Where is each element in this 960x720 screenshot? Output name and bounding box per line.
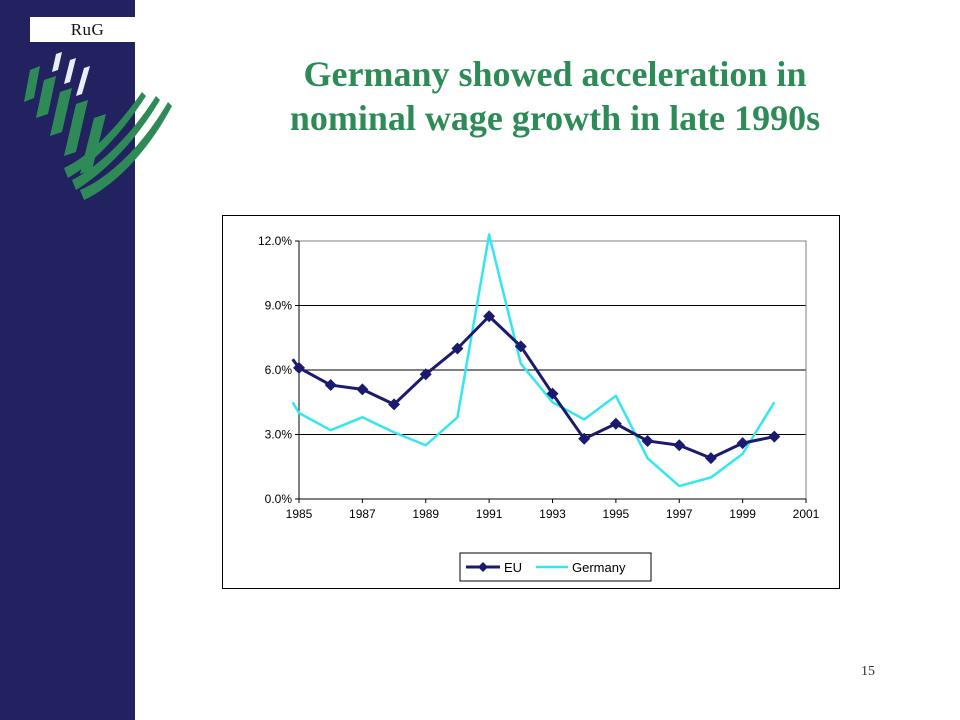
data-point-eu [388,398,401,411]
x-tick-label: 1985 [286,507,313,521]
data-point-eu [514,340,527,353]
data-point-eu [356,383,369,396]
title-line-1: Germany showed acceleration in [303,54,807,94]
data-point-eu [293,361,305,374]
y-tick-label: 3.0% [265,428,293,442]
legend-marker-eu [478,562,488,572]
wheat-leaf-icon [24,52,172,200]
data-point-eu [546,387,559,400]
legend-label-eu: EU [504,560,522,575]
data-point-eu [641,434,654,447]
x-tick-label: 1993 [539,507,566,521]
chart-frame: 0.0% 3.0% 6.0% 9.0% 12.0% 1985 1987 1989 1991 199… [222,215,840,589]
data-point-eu [673,439,686,452]
legend-label-germany: Germany [572,560,626,575]
y-tick-label: 12.0% [258,234,292,248]
slide-title: Germany showed acceleration in nominal w… [180,52,930,140]
data-point-eu [768,430,781,443]
data-point-eu [419,368,432,381]
sidebar [0,0,135,720]
x-tick-label: 1991 [476,507,503,521]
x-tick-label: 2001 [793,507,820,521]
data-point-eu [483,310,496,323]
page-number: 15 [861,664,875,679]
data-point-eu [736,437,749,450]
y-tick-label: 6.0% [265,363,293,377]
x-tick-label: 1989 [412,507,439,521]
x-tick-label: 1995 [603,507,630,521]
data-point-eu [609,417,622,430]
x-tick-label: 1987 [349,507,376,521]
title-line-2: nominal wage growth in late 1990s [289,98,821,138]
data-point-eu [451,342,464,355]
line-chart: 0.0% 3.0% 6.0% 9.0% 12.0% 1985 1987 1989 1991 199… [258,233,820,582]
y-tick-label: 9.0% [265,299,293,313]
data-point-eu [578,432,591,445]
x-tick-label: 1999 [729,507,756,521]
x-tick-label: 1997 [666,507,693,521]
y-tick-label: 0.0% [265,492,293,506]
logo-text: RuG [70,20,105,39]
series-line-germany [291,233,776,488]
rug-logo: RuG [30,17,145,42]
data-point-eu [324,379,337,392]
data-point-eu [704,452,717,465]
